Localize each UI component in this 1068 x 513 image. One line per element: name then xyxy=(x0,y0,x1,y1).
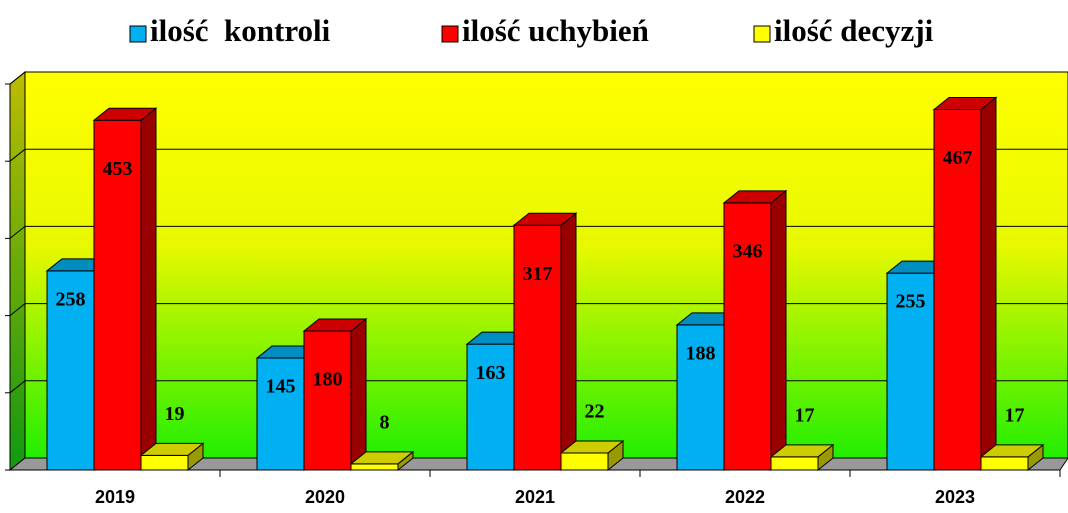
grid-line xyxy=(9,71,26,85)
bar xyxy=(302,317,368,472)
value-label: 163 xyxy=(476,362,506,384)
grid-line xyxy=(9,380,26,394)
bar-side xyxy=(350,317,367,472)
x-tick-label: 2020 xyxy=(305,487,345,507)
bar-top xyxy=(512,212,578,226)
value-label: 17 xyxy=(795,404,815,426)
grid-line xyxy=(9,303,26,316)
bar xyxy=(92,107,158,472)
bar-top xyxy=(559,440,625,454)
bar-top xyxy=(349,451,415,465)
value-label: 8 xyxy=(380,411,390,433)
bar-front xyxy=(980,456,1029,471)
bar-top xyxy=(769,444,835,458)
bar-top xyxy=(139,442,205,456)
value-label: 22 xyxy=(585,401,605,423)
bar xyxy=(769,443,835,472)
bar xyxy=(559,439,625,472)
bar-side xyxy=(980,96,997,472)
value-label: 17 xyxy=(1005,404,1025,426)
bar-front xyxy=(560,452,609,471)
value-label: 258 xyxy=(56,288,86,310)
legend-swatch xyxy=(129,25,147,43)
bar xyxy=(139,442,205,472)
bar xyxy=(512,212,578,472)
legend-swatch xyxy=(441,25,459,43)
x-tick-label: 2021 xyxy=(515,487,555,507)
legend-label: ilość uchybień xyxy=(462,13,649,48)
grid-line xyxy=(9,148,26,162)
bar xyxy=(979,443,1045,472)
bar-front xyxy=(303,330,352,471)
x-tick-label: 2023 xyxy=(935,487,975,507)
bar-top xyxy=(979,444,1045,458)
value-label: 145 xyxy=(266,376,296,398)
x-tick-label: 2019 xyxy=(95,487,135,507)
bar-top xyxy=(302,318,368,332)
x-tick-label: 2022 xyxy=(725,487,765,507)
bar xyxy=(932,96,998,472)
bar-top xyxy=(92,107,158,121)
bar xyxy=(349,450,415,472)
legend-swatch xyxy=(753,25,771,43)
value-label: 255 xyxy=(896,291,926,313)
value-label: 188 xyxy=(686,342,716,364)
bar-front xyxy=(140,454,189,471)
value-label: 180 xyxy=(313,369,343,391)
value-label: 346 xyxy=(733,240,763,262)
bar-side xyxy=(560,212,577,472)
bar-front xyxy=(770,456,819,471)
legend-label: ilość decyzji xyxy=(774,13,934,48)
bar xyxy=(722,189,788,472)
bar-side xyxy=(140,107,157,472)
bar-side xyxy=(770,189,787,472)
value-label: 467 xyxy=(943,147,973,169)
bar-top xyxy=(722,190,788,204)
bar-front xyxy=(350,463,399,471)
side-wall xyxy=(9,70,26,472)
grid-line xyxy=(9,226,26,239)
legend-label: ilość kontroli xyxy=(150,13,331,48)
bar-top xyxy=(932,96,998,110)
value-label: 453 xyxy=(103,158,133,180)
value-label: 317 xyxy=(523,263,553,285)
value-label: 19 xyxy=(165,403,185,425)
